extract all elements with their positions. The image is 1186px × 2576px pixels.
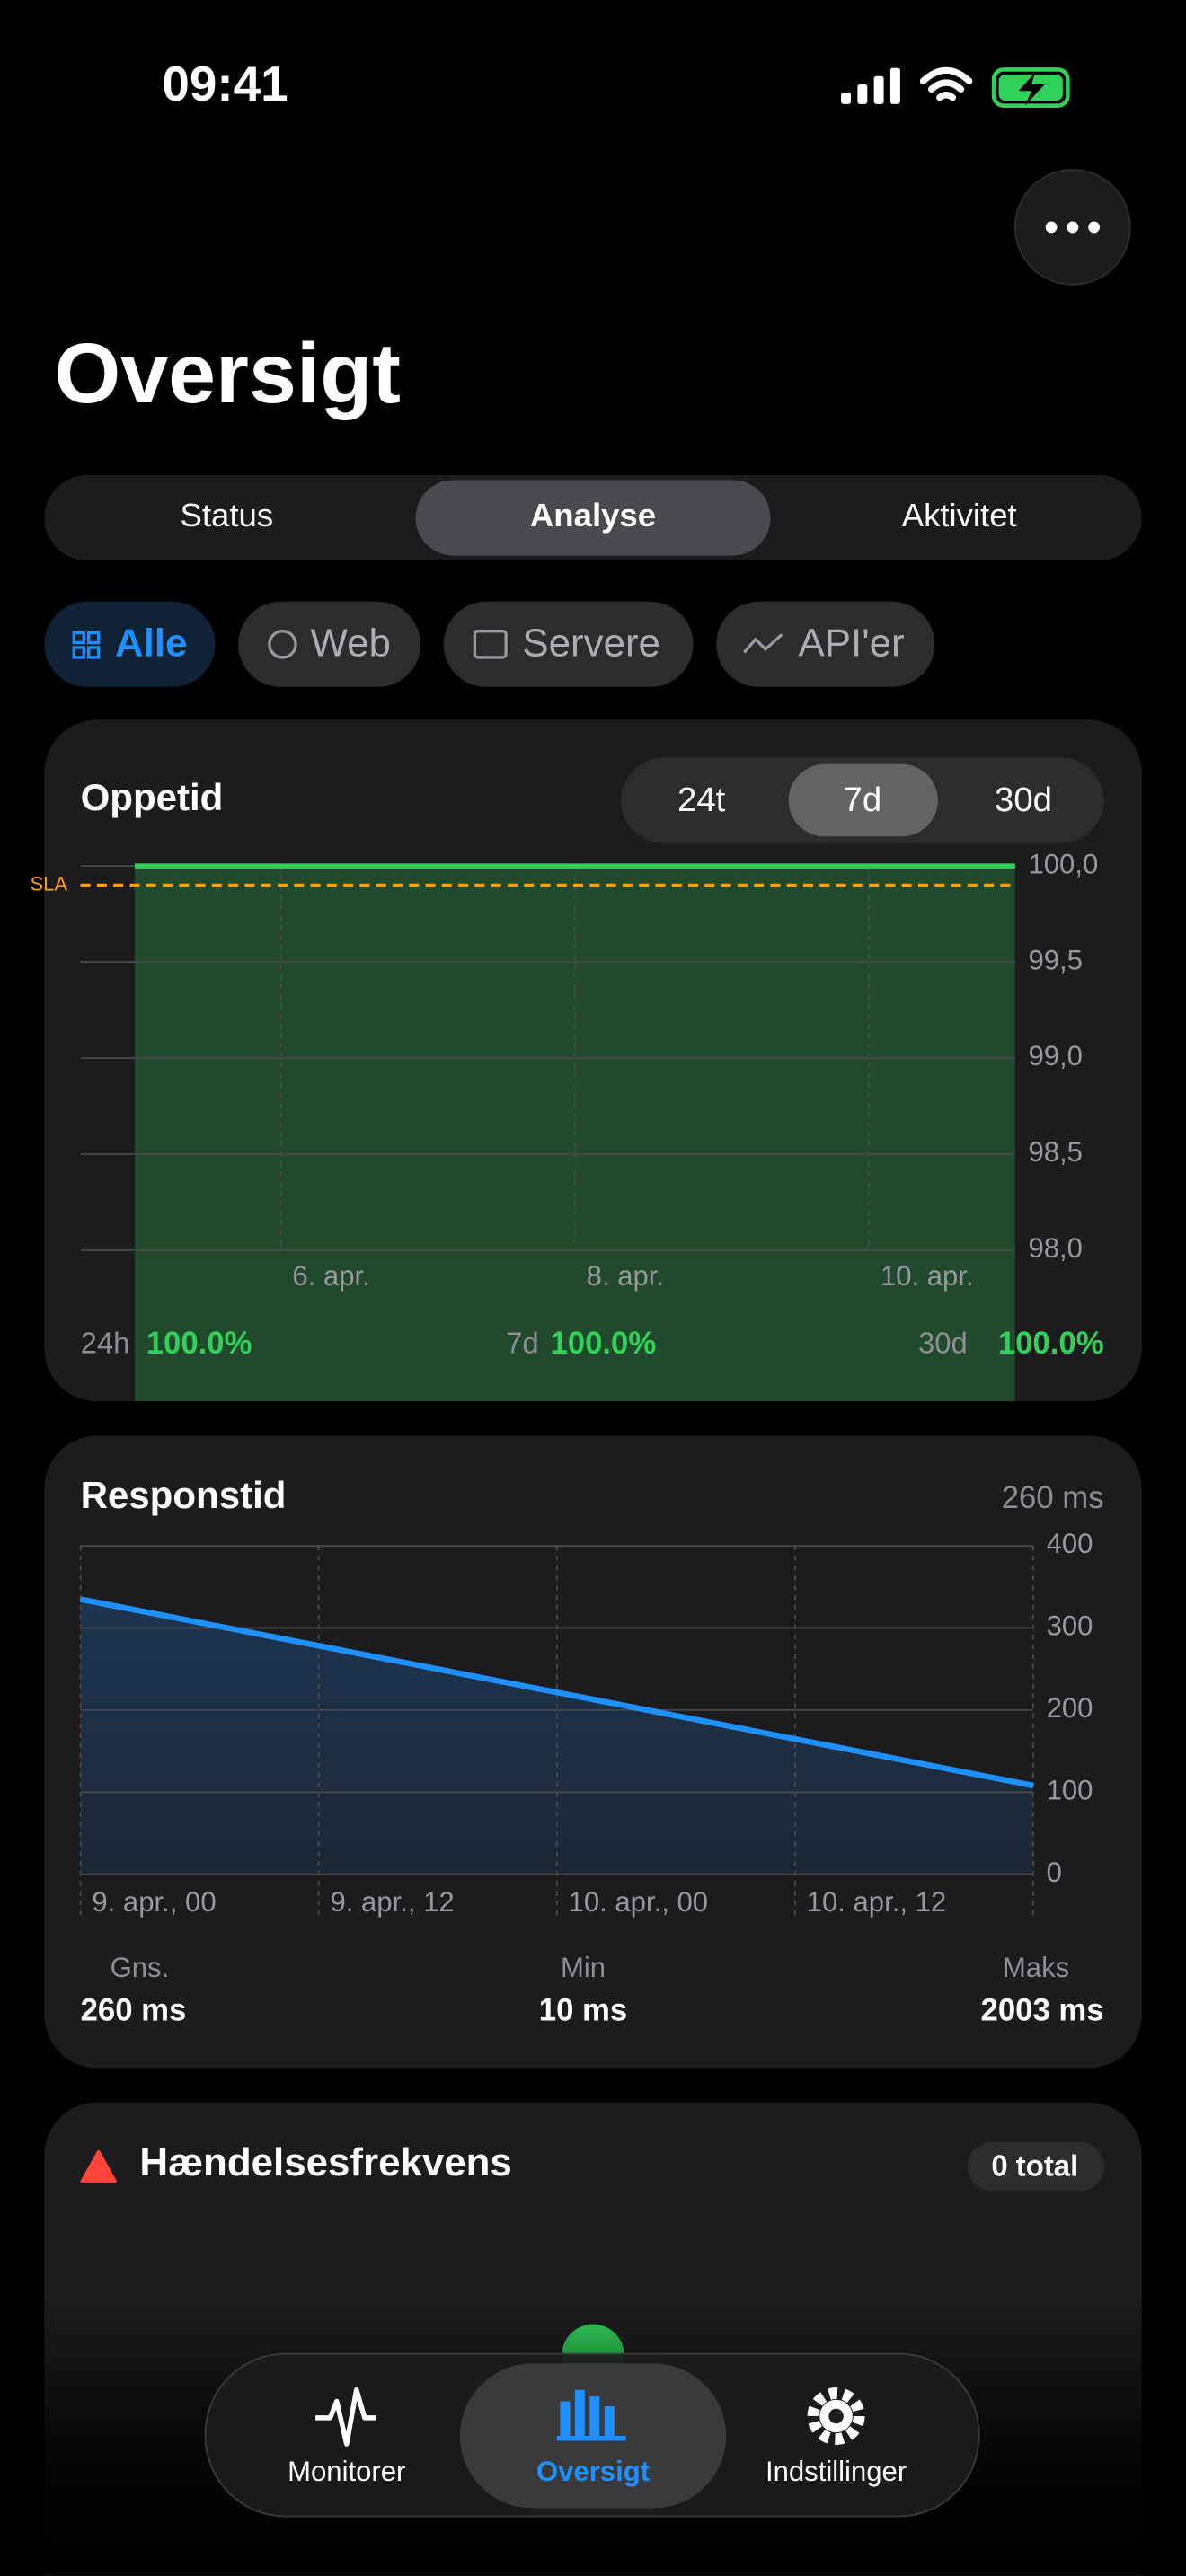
tab-label[interactable]: Monitorer [288, 2456, 405, 2487]
summary-value: 100.0% [998, 1327, 1104, 1361]
x-tick-label: 10. apr. [881, 1260, 974, 1292]
y-tick-label: 100,0 [1028, 848, 1098, 879]
stat-value: 260 ms [81, 1993, 187, 2027]
filter-label: Servere [522, 622, 660, 666]
range-option[interactable]: 24t [677, 781, 726, 819]
signal [841, 67, 900, 104]
segment[interactable]: Analyse [530, 497, 656, 534]
filter-label: Alle [115, 622, 187, 666]
summary-label: 7d [506, 1327, 539, 1360]
page-title: Oversigt [54, 326, 401, 421]
api-icon [742, 633, 783, 654]
sla-label: SLA [31, 872, 68, 895]
time: 09:41 [162, 56, 288, 111]
total-badge [967, 2141, 1104, 2192]
x-tick-label: 9. apr., 12 [330, 1886, 454, 1918]
y-tick-label: 99,0 [1028, 1040, 1083, 1072]
y-tick-label: 400 [1047, 1528, 1093, 1559]
uptime-card [44, 719, 1142, 1402]
server-icon [473, 630, 508, 659]
summary-value: 100.0% [550, 1327, 656, 1361]
battery [991, 67, 1070, 108]
filter-label: API'er [799, 622, 905, 666]
card-title: Responstid [81, 1474, 287, 1516]
current-response: 260 ms [1002, 1481, 1104, 1515]
x-tick-label: 8. apr. [587, 1260, 664, 1292]
overview-icon [556, 2389, 626, 2441]
y-tick-label: 200 [1047, 1692, 1093, 1724]
filter-chip[interactable] [443, 601, 694, 687]
summary-label: 30d [918, 1327, 968, 1360]
range-selected[interactable] [788, 763, 938, 837]
card-title: Oppetid [81, 776, 224, 818]
stat-label: Min [561, 1952, 606, 1983]
range-option[interactable]: 30d [995, 781, 1052, 819]
tab-label[interactable]: Indstillinger [766, 2456, 907, 2487]
range-option[interactable]: 7d [843, 781, 881, 819]
response-line [79, 1596, 1034, 1789]
charging-icon [1018, 73, 1045, 106]
filter-label: Web [311, 622, 391, 666]
y-tick-label: 98,0 [1028, 1232, 1083, 1264]
monitor-icon [315, 2387, 376, 2447]
x-tick-label: 9. apr., 00 [92, 1886, 216, 1918]
stat-value: 2003 ms [981, 1993, 1104, 2027]
more-icon [1045, 221, 1101, 234]
y-tick-label: 300 [1047, 1610, 1093, 1642]
segment-selected[interactable] [415, 480, 771, 556]
globe-icon [268, 630, 297, 659]
y-tick-label: 98,5 [1028, 1136, 1083, 1168]
filter-chip[interactable] [716, 601, 935, 687]
settings-icon [807, 2387, 865, 2446]
y-tick-label: 100 [1047, 1774, 1093, 1805]
response-chart: 0 100 200 300 400 9. apr., 00 9. apr., 12 10. a… [79, 1528, 1093, 1918]
x-tick-label: 10. apr., 12 [807, 1886, 947, 1918]
card-title: Hændelsesfrekvens [139, 2140, 511, 2184]
filter-chip[interactable] [44, 601, 216, 687]
total-badge-text: 0 total [991, 2149, 1078, 2183]
summary-label: 24h [81, 1327, 130, 1360]
filter-chip[interactable] [238, 601, 421, 687]
stat-value: 10 ms [539, 1993, 627, 2027]
warning-icon [80, 2149, 117, 2183]
settings-icon-hole [828, 2408, 844, 2424]
stat-label: Maks [1003, 1952, 1069, 1983]
segment[interactable]: Status [180, 497, 273, 534]
tab-label[interactable]: Oversigt [536, 2456, 650, 2487]
grid-icon [72, 631, 101, 659]
stat-label: Gns. [111, 1952, 170, 1983]
x-tick-label: 6. apr. [292, 1260, 369, 1292]
y-tick-label: 0 [1047, 1857, 1062, 1888]
summary-value: 100.0% [146, 1327, 252, 1361]
uptime-chart: 100,0 99,5 99,0 98,5 98,0 6. apr. 8. apr. 10. a… [31, 848, 1098, 1402]
x-tick-label: 10. apr., 00 [569, 1886, 709, 1918]
wifi [919, 66, 973, 101]
segment[interactable]: Aktivitet [902, 497, 1017, 534]
y-tick-label: 99,5 [1028, 944, 1083, 975]
